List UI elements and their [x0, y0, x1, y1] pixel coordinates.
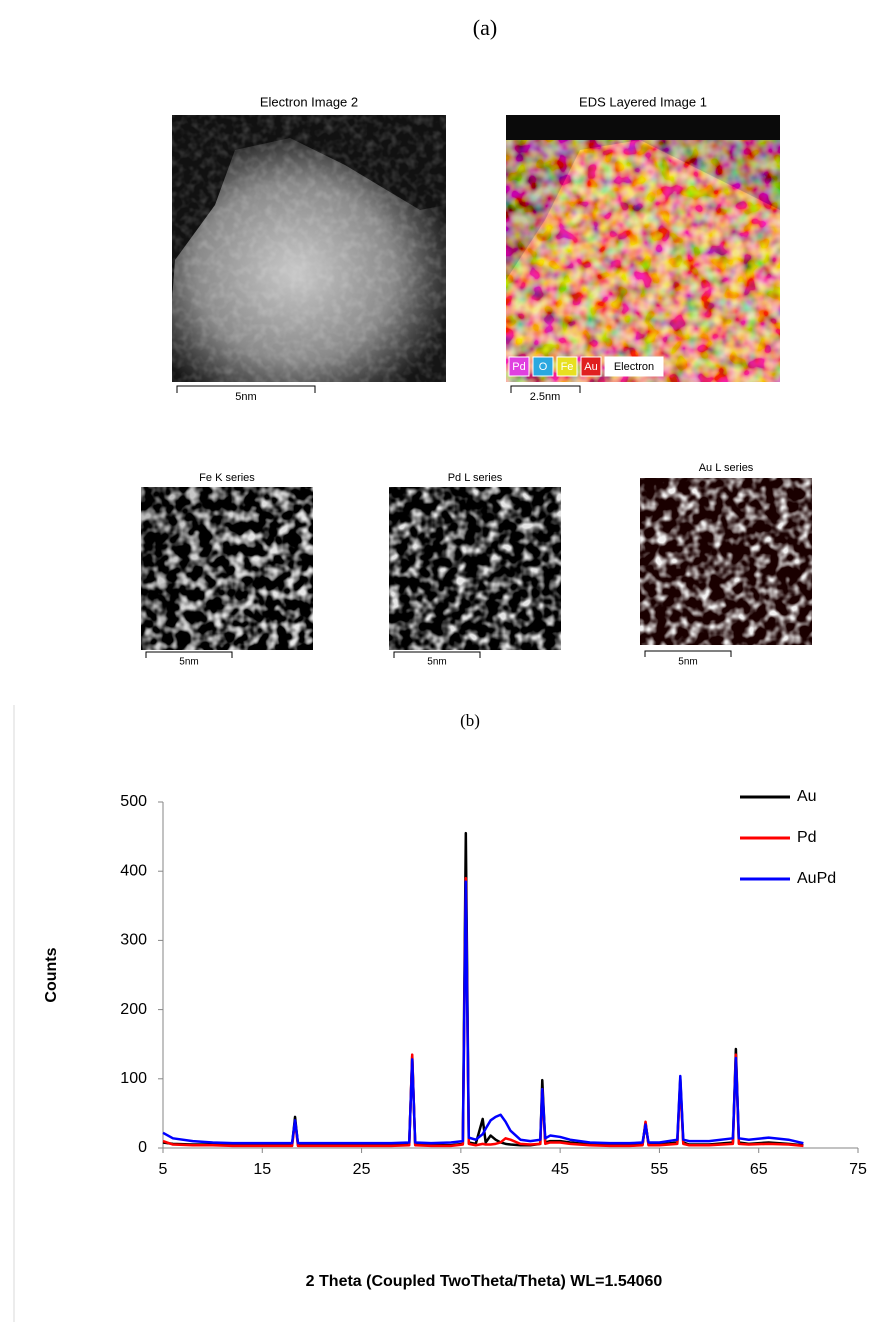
scale-label: 5nm — [235, 391, 256, 403]
scale-bar — [644, 650, 732, 657]
x-tick-label: 65 — [750, 1161, 768, 1178]
x-tick-label: 15 — [253, 1161, 271, 1178]
y-axis-title: Counts — [43, 947, 60, 1002]
eds-legend-chip — [532, 356, 554, 377]
eds-legend-chip — [508, 356, 530, 377]
eds-legend-label: Au — [584, 361, 597, 373]
y-tick-label: 0 — [138, 1139, 147, 1156]
image-title: Fe K series — [199, 472, 255, 484]
scale-label: 5nm — [678, 657, 697, 668]
x-tick-label: 5 — [159, 1161, 168, 1178]
x-axis-title: 2 Theta (Coupled TwoTheta/Theta) WL=1.54… — [306, 1273, 663, 1290]
scale-label: 5nm — [427, 657, 446, 668]
pd-texture — [389, 487, 561, 650]
eds-legend-chip — [604, 356, 664, 377]
x-tick-label: 25 — [353, 1161, 371, 1178]
y-tick-label: 500 — [120, 793, 147, 810]
au-texture — [640, 478, 812, 645]
x-tick-label: 75 — [849, 1161, 867, 1178]
image-title: Au L series — [699, 462, 754, 474]
eds-legend-label: Fe — [561, 361, 574, 373]
eds-legend-label: Electron — [614, 361, 654, 373]
series-line — [162, 831, 804, 1147]
legend-label: Au — [797, 788, 817, 805]
fe-texture-2 — [141, 487, 313, 650]
lattice-texture — [172, 115, 446, 382]
scale-label: 5nm — [179, 657, 198, 668]
y-tick-label: 200 — [120, 1001, 147, 1018]
y-tick-label: 100 — [120, 1070, 147, 1087]
x-tick-label: 45 — [551, 1161, 569, 1178]
legend-label: AuPd — [797, 870, 836, 887]
legend-label: Pd — [797, 829, 817, 846]
image-title: Pd L series — [448, 472, 503, 484]
eds-legend-chip — [580, 356, 602, 377]
y-tick-label: 300 — [120, 932, 147, 949]
scale-bar — [510, 385, 581, 393]
eds-legend-label: Pd — [512, 361, 525, 373]
eds-texture — [506, 140, 780, 382]
scale-bar — [176, 385, 316, 393]
panel-label: (b) — [460, 711, 480, 730]
eds-legend: Pd O Fe Au Electron — [508, 356, 664, 377]
eds-legend-label: O — [539, 361, 548, 373]
image-title: Electron Image 2 — [260, 94, 358, 109]
x-tick-label: 55 — [651, 1161, 669, 1178]
scale-bar — [393, 651, 481, 658]
eds-legend-chip — [556, 356, 578, 377]
series-line — [162, 880, 804, 1145]
scale-label: 2.5nm — [530, 391, 561, 403]
panel-label: (a) — [473, 15, 497, 40]
series-line — [162, 876, 804, 1148]
scale-bar — [145, 651, 233, 658]
image-title: EDS Layered Image 1 — [579, 94, 707, 109]
x-tick-label: 35 — [452, 1161, 470, 1178]
y-tick-label: 400 — [120, 862, 147, 879]
